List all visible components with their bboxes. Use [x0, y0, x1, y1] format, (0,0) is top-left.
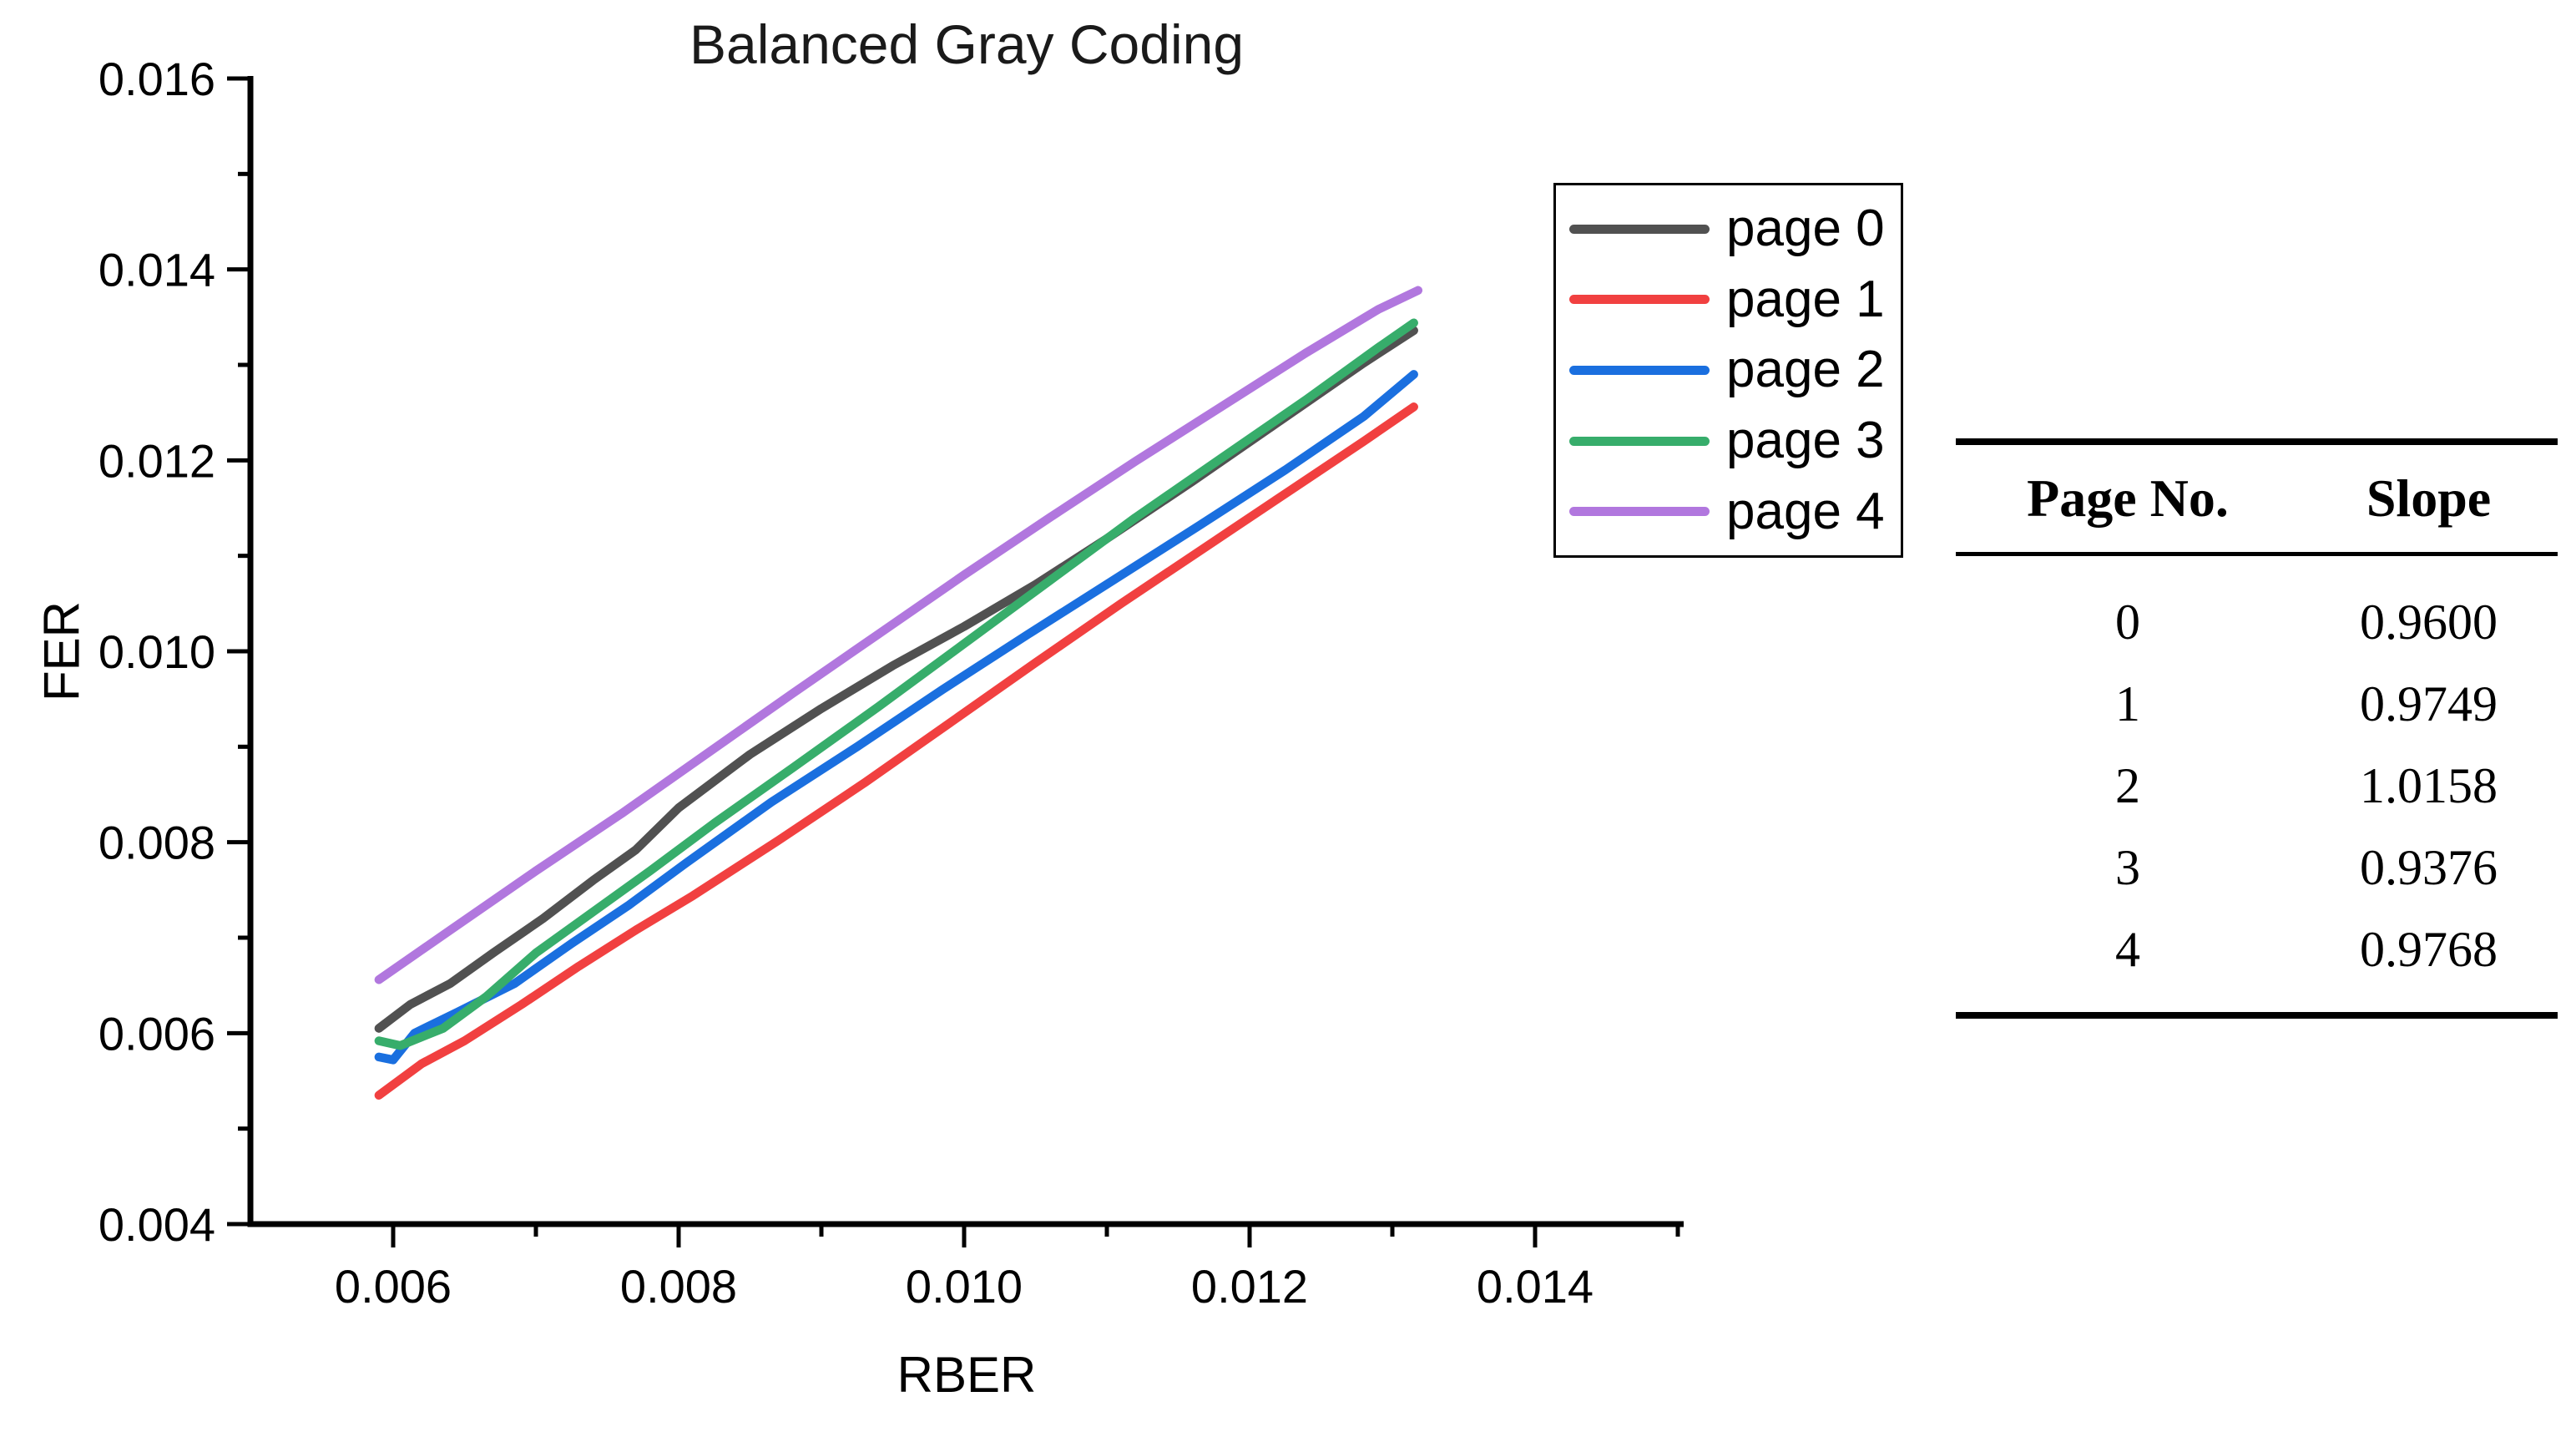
chart-title: Balanced Gray Coding: [689, 13, 1245, 75]
y-tick-label: 0.014: [98, 244, 215, 296]
page-no-cell: 1: [2115, 676, 2140, 731]
y-tick-label: 0.016: [98, 53, 215, 105]
y-tick-label: 0.008: [98, 817, 215, 869]
x-axis-title: RBER: [897, 1347, 1037, 1403]
legend-item-page-2: page 2: [1569, 336, 1901, 403]
x-tick-label: 0.014: [1477, 1260, 1594, 1313]
x-tick-label: 0.006: [335, 1260, 452, 1313]
table-row: 2 1.0158: [1956, 745, 2558, 827]
page-no-cell: 2: [2115, 757, 2140, 813]
slope-cell: 0.9768: [2360, 921, 2498, 977]
legend-item-page-4: page 4: [1569, 478, 1901, 545]
slope-table-header: Page No. Slope: [1956, 445, 2558, 556]
slope-cell: 0.9600: [2360, 594, 2498, 650]
legend-line-swatch: [1569, 507, 1710, 517]
series-line-page-3: [374, 318, 1418, 1050]
series-line-page-4: [374, 286, 1423, 984]
x-tick-label: 0.012: [1191, 1260, 1308, 1313]
legend-item-page-0: page 0: [1569, 195, 1901, 262]
slope-cell: 0.9376: [2360, 839, 2498, 895]
legend-label: page 3: [1726, 412, 1885, 470]
y-tick-label: 0.006: [98, 1007, 215, 1060]
page-no-cell: 4: [2115, 921, 2140, 977]
legend-item-page-3: page 3: [1569, 407, 1901, 474]
y-tick-label: 0.012: [98, 434, 215, 487]
legend-box: page 0 page 1 page 2 page 3 page 4: [1553, 183, 1903, 558]
x-tick-label: 0.008: [620, 1260, 737, 1313]
legend-item-page-1: page 1: [1569, 266, 1901, 333]
slope-table: Page No. Slope 0 0.9600 1 0.9749 2 1.015…: [1956, 438, 2558, 1019]
header-slope: Slope: [2366, 468, 2492, 528]
page-no-cell: 3: [2115, 839, 2140, 895]
series-line-page-2: [374, 370, 1418, 1065]
table-row: 1 0.9749: [1956, 663, 2558, 745]
y-axis-title: FER: [33, 601, 90, 701]
x-tick-label: 0.010: [906, 1260, 1023, 1313]
legend-label: page 4: [1726, 482, 1885, 540]
y-tick-label: 0.004: [98, 1198, 215, 1251]
slope-table-body: 0 0.9600 1 0.9749 2 1.0158 3 0.9376 4 0.…: [1956, 556, 2558, 1012]
table-row: 4 0.9768: [1956, 908, 2558, 990]
slope-cell: 1.0158: [2360, 757, 2498, 813]
legend-line-swatch: [1569, 224, 1710, 234]
legend-line-swatch: [1569, 365, 1710, 375]
legend-line-swatch: [1569, 295, 1710, 305]
legend-label: page 0: [1726, 200, 1885, 258]
table-row: 0 0.9600: [1956, 581, 2558, 663]
legend-label: page 1: [1726, 270, 1885, 328]
series-line-page-1: [374, 402, 1418, 1100]
legend-label: page 2: [1726, 341, 1885, 399]
y-tick-label: 0.010: [98, 625, 215, 678]
table-row: 3 0.9376: [1956, 827, 2558, 908]
legend-line-swatch: [1569, 436, 1710, 446]
page-no-cell: 0: [2115, 594, 2140, 650]
slope-cell: 0.9749: [2360, 676, 2498, 731]
header-page-no: Page No.: [2027, 468, 2229, 528]
